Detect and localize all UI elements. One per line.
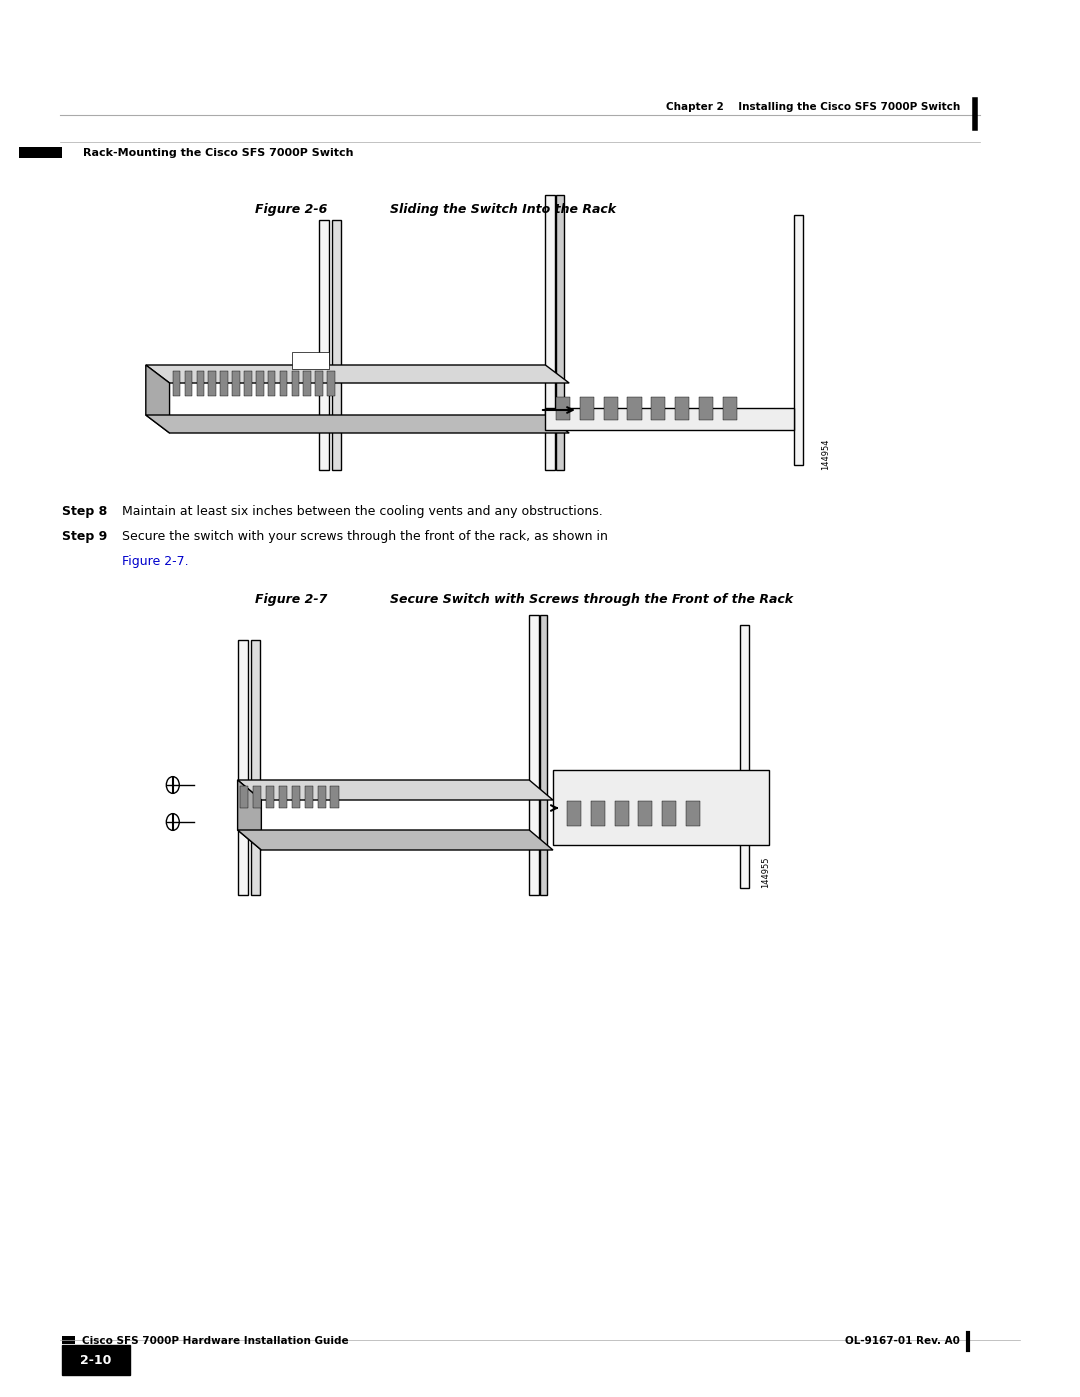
Bar: [580, 397, 594, 419]
Bar: [723, 397, 737, 419]
Bar: [627, 397, 642, 419]
Bar: [327, 370, 335, 395]
Text: Figure 2-6: Figure 2-6: [255, 204, 327, 217]
FancyBboxPatch shape: [529, 615, 539, 895]
Text: OL-9167-01 Rev. A0: OL-9167-01 Rev. A0: [846, 1337, 960, 1347]
FancyBboxPatch shape: [62, 1345, 130, 1375]
FancyBboxPatch shape: [238, 640, 248, 895]
Bar: [686, 800, 700, 826]
Bar: [266, 785, 274, 807]
Text: Maintain at least six inches between the cooling vents and any obstructions.: Maintain at least six inches between the…: [122, 504, 603, 518]
Bar: [292, 352, 329, 369]
Bar: [244, 370, 252, 395]
Text: Step 9: Step 9: [62, 529, 107, 543]
Bar: [662, 800, 676, 826]
FancyBboxPatch shape: [251, 640, 259, 895]
Bar: [197, 370, 204, 395]
FancyBboxPatch shape: [540, 615, 548, 895]
Text: Step 8: Step 8: [62, 504, 107, 518]
Bar: [256, 370, 264, 395]
Bar: [330, 785, 339, 807]
Polygon shape: [146, 415, 569, 433]
Text: Secure the switch with your screws through the front of the rack, as shown in: Secure the switch with your screws throu…: [122, 529, 608, 543]
Polygon shape: [238, 780, 553, 800]
Text: Chapter 2    Installing the Cisco SFS 7000P Switch: Chapter 2 Installing the Cisco SFS 7000P…: [665, 102, 960, 112]
Text: 144955: 144955: [761, 856, 770, 888]
Bar: [279, 785, 287, 807]
Bar: [638, 800, 652, 826]
Bar: [292, 785, 300, 807]
Text: Figure 2-7.: Figure 2-7.: [122, 555, 189, 569]
Bar: [305, 785, 313, 807]
Text: 144954: 144954: [821, 439, 829, 469]
Polygon shape: [146, 365, 569, 383]
Bar: [303, 370, 311, 395]
Bar: [220, 370, 228, 395]
Text: Sliding the Switch Into the Rack: Sliding the Switch Into the Rack: [390, 204, 616, 217]
Bar: [19, 147, 62, 158]
Bar: [62, 1336, 75, 1344]
Text: Secure Switch with Screws through the Front of the Rack: Secure Switch with Screws through the Fr…: [390, 594, 793, 606]
Bar: [615, 800, 629, 826]
FancyBboxPatch shape: [545, 196, 555, 469]
Bar: [268, 370, 275, 395]
Bar: [208, 370, 216, 395]
FancyBboxPatch shape: [556, 196, 564, 469]
Polygon shape: [146, 365, 170, 433]
Bar: [604, 397, 618, 419]
Bar: [553, 770, 769, 845]
Bar: [240, 785, 248, 807]
Polygon shape: [238, 780, 261, 849]
Bar: [280, 370, 287, 395]
FancyBboxPatch shape: [332, 219, 340, 469]
FancyBboxPatch shape: [794, 215, 802, 465]
Bar: [253, 785, 261, 807]
Bar: [545, 408, 794, 430]
FancyBboxPatch shape: [740, 624, 748, 888]
Bar: [318, 785, 326, 807]
Bar: [567, 800, 581, 826]
Bar: [556, 397, 570, 419]
Bar: [699, 397, 713, 419]
Bar: [292, 370, 299, 395]
Bar: [591, 800, 605, 826]
Bar: [232, 370, 240, 395]
Text: Figure 2-7: Figure 2-7: [255, 594, 327, 606]
Bar: [173, 370, 180, 395]
Bar: [315, 370, 323, 395]
Polygon shape: [238, 830, 553, 849]
Bar: [675, 397, 689, 419]
FancyBboxPatch shape: [319, 219, 329, 469]
Bar: [651, 397, 665, 419]
Text: Rack-Mounting the Cisco SFS 7000P Switch: Rack-Mounting the Cisco SFS 7000P Switch: [83, 148, 353, 158]
Text: 2-10: 2-10: [80, 1354, 111, 1366]
Bar: [185, 370, 192, 395]
Text: Cisco SFS 7000P Hardware Installation Guide: Cisco SFS 7000P Hardware Installation Gu…: [82, 1337, 349, 1347]
